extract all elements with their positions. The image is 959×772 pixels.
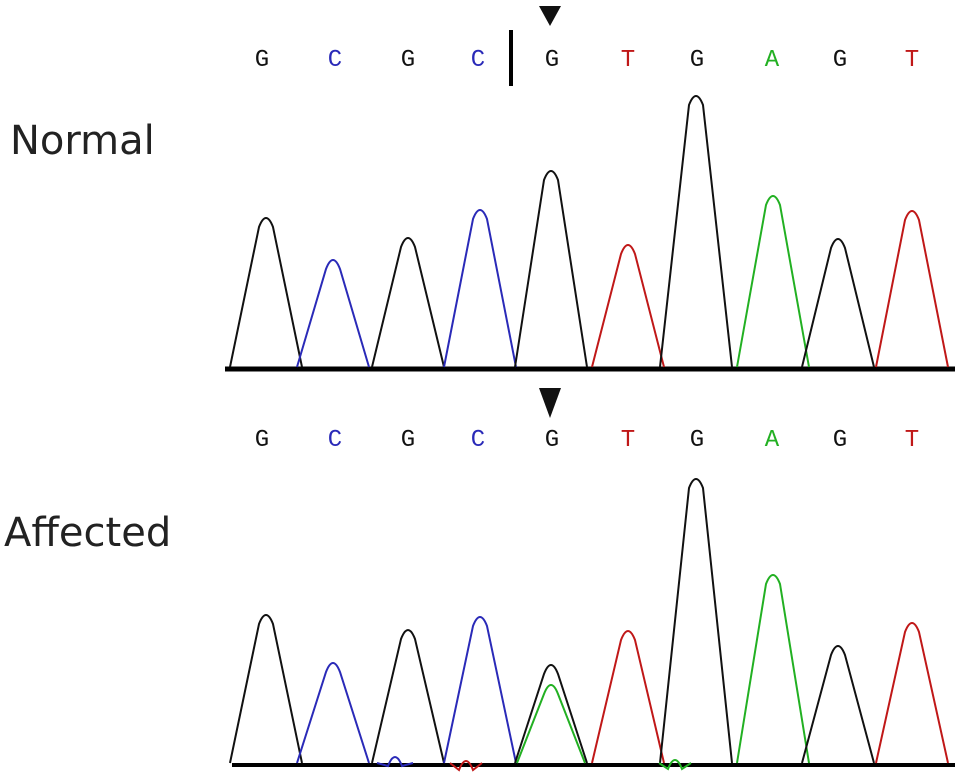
peak	[516, 684, 586, 764]
peak	[591, 630, 665, 764]
base-call: G	[401, 427, 415, 454]
peak	[296, 259, 370, 368]
peak	[659, 478, 733, 764]
base-call: G	[833, 427, 847, 454]
peak	[736, 574, 810, 764]
peak	[229, 614, 303, 764]
peak	[591, 244, 665, 368]
peak	[443, 209, 517, 368]
peak	[443, 616, 517, 764]
base-call: C	[471, 47, 485, 74]
peak	[296, 662, 370, 764]
peak	[229, 217, 303, 368]
base-call: G	[255, 427, 269, 454]
base-call: T	[621, 427, 635, 454]
peak	[449, 760, 483, 772]
peak	[514, 664, 588, 764]
peak	[371, 629, 445, 764]
panel-label: Affected	[4, 510, 171, 556]
base-call: C	[471, 427, 485, 454]
panel-label: Normal	[10, 118, 155, 164]
peak	[371, 237, 445, 368]
peak	[801, 238, 875, 368]
peak	[736, 195, 810, 368]
base-call: A	[765, 427, 780, 454]
base-call: C	[328, 47, 342, 74]
mutation-arrow	[539, 388, 561, 418]
base-call: G	[401, 47, 415, 74]
peak	[659, 95, 733, 368]
peak	[376, 756, 414, 768]
peak	[514, 170, 588, 368]
peak	[658, 759, 692, 771]
peak	[875, 210, 949, 368]
peak	[875, 622, 949, 764]
peak	[801, 645, 875, 764]
base-call: C	[328, 427, 342, 454]
base-call: G	[833, 47, 847, 74]
base-call: G	[690, 47, 704, 74]
base-call: G	[545, 427, 559, 454]
base-call: T	[621, 47, 635, 74]
base-call: A	[765, 47, 780, 74]
base-call: G	[255, 47, 269, 74]
base-call: T	[905, 427, 919, 454]
base-call: G	[545, 47, 559, 74]
base-call: T	[905, 47, 919, 74]
mutation-arrow	[539, 6, 561, 26]
base-call: G	[690, 427, 704, 454]
